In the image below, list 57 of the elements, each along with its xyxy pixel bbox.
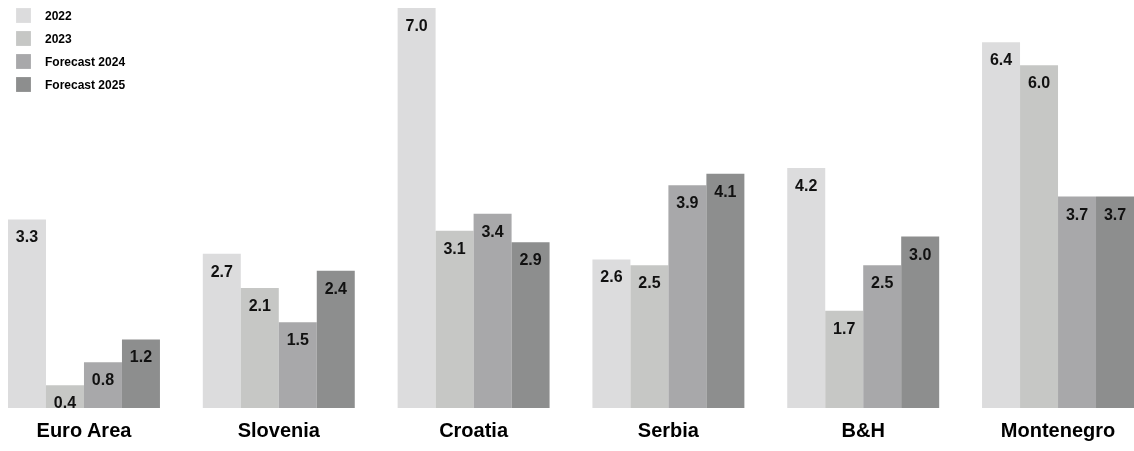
legend-label: Forecast 2024: [45, 54, 126, 69]
data-label: 3.1: [443, 239, 466, 257]
data-label: 0.4: [53, 394, 77, 412]
bar: [630, 265, 669, 408]
data-label: 1.7: [833, 319, 856, 337]
data-label: 2.6: [600, 268, 623, 286]
x-tick-label: Euro Area: [36, 418, 133, 441]
data-label: 7.0: [405, 17, 428, 34]
data-label: 6.4: [989, 51, 1013, 69]
bar: [901, 236, 940, 408]
x-tick-label: Slovenia: [237, 418, 321, 441]
data-label: 2.4: [324, 279, 347, 297]
bar: [121, 339, 160, 408]
data-label: 4.1: [714, 182, 737, 200]
x-tick-label: B&H: [841, 418, 885, 441]
bar: [397, 8, 436, 408]
bar: [706, 173, 745, 408]
data-label: 3.3: [15, 228, 39, 246]
bar: [435, 230, 474, 408]
data-label: 1.5: [286, 331, 309, 349]
data-label: 4.2: [795, 177, 818, 194]
bar: [202, 253, 241, 408]
legend-label: 2022: [45, 8, 73, 23]
bar: [592, 259, 631, 408]
data-label: 2.5: [871, 274, 894, 292]
bar: [511, 242, 550, 408]
legend-label: Forecast 2025: [45, 77, 126, 92]
x-tick-label: Croatia: [439, 418, 509, 441]
data-label: 6.0: [1027, 74, 1051, 92]
bar: [1096, 196, 1134, 408]
bar: [278, 322, 317, 408]
bar: [473, 213, 512, 408]
x-tick-label: Montenegro: [1000, 418, 1116, 441]
bar: [1058, 196, 1097, 408]
data-label: 3.9: [676, 194, 699, 212]
legend-label: 2023: [45, 31, 73, 46]
data-label: 2.5: [638, 274, 661, 292]
bar: [8, 219, 46, 408]
data-label: 3.7: [1065, 205, 1089, 223]
data-label: 1.2: [129, 348, 153, 366]
bar: [83, 362, 122, 408]
bar: [787, 168, 826, 408]
bar: [316, 270, 355, 408]
bar: [863, 265, 902, 408]
bar: [982, 42, 1021, 408]
data-label: 2.1: [248, 297, 272, 314]
data-label: 3.4: [481, 222, 504, 240]
data-label: 2.9: [519, 251, 542, 269]
bar: [240, 288, 279, 408]
bar: [668, 185, 707, 408]
bar: [1020, 65, 1059, 408]
data-label: 3.0: [909, 245, 932, 263]
bar: [825, 310, 864, 408]
data-label: 2.7: [210, 262, 234, 280]
data-label: 3.7: [1103, 205, 1127, 223]
x-tick-label: Serbia: [637, 418, 700, 441]
data-label: 0.8: [91, 371, 115, 389]
